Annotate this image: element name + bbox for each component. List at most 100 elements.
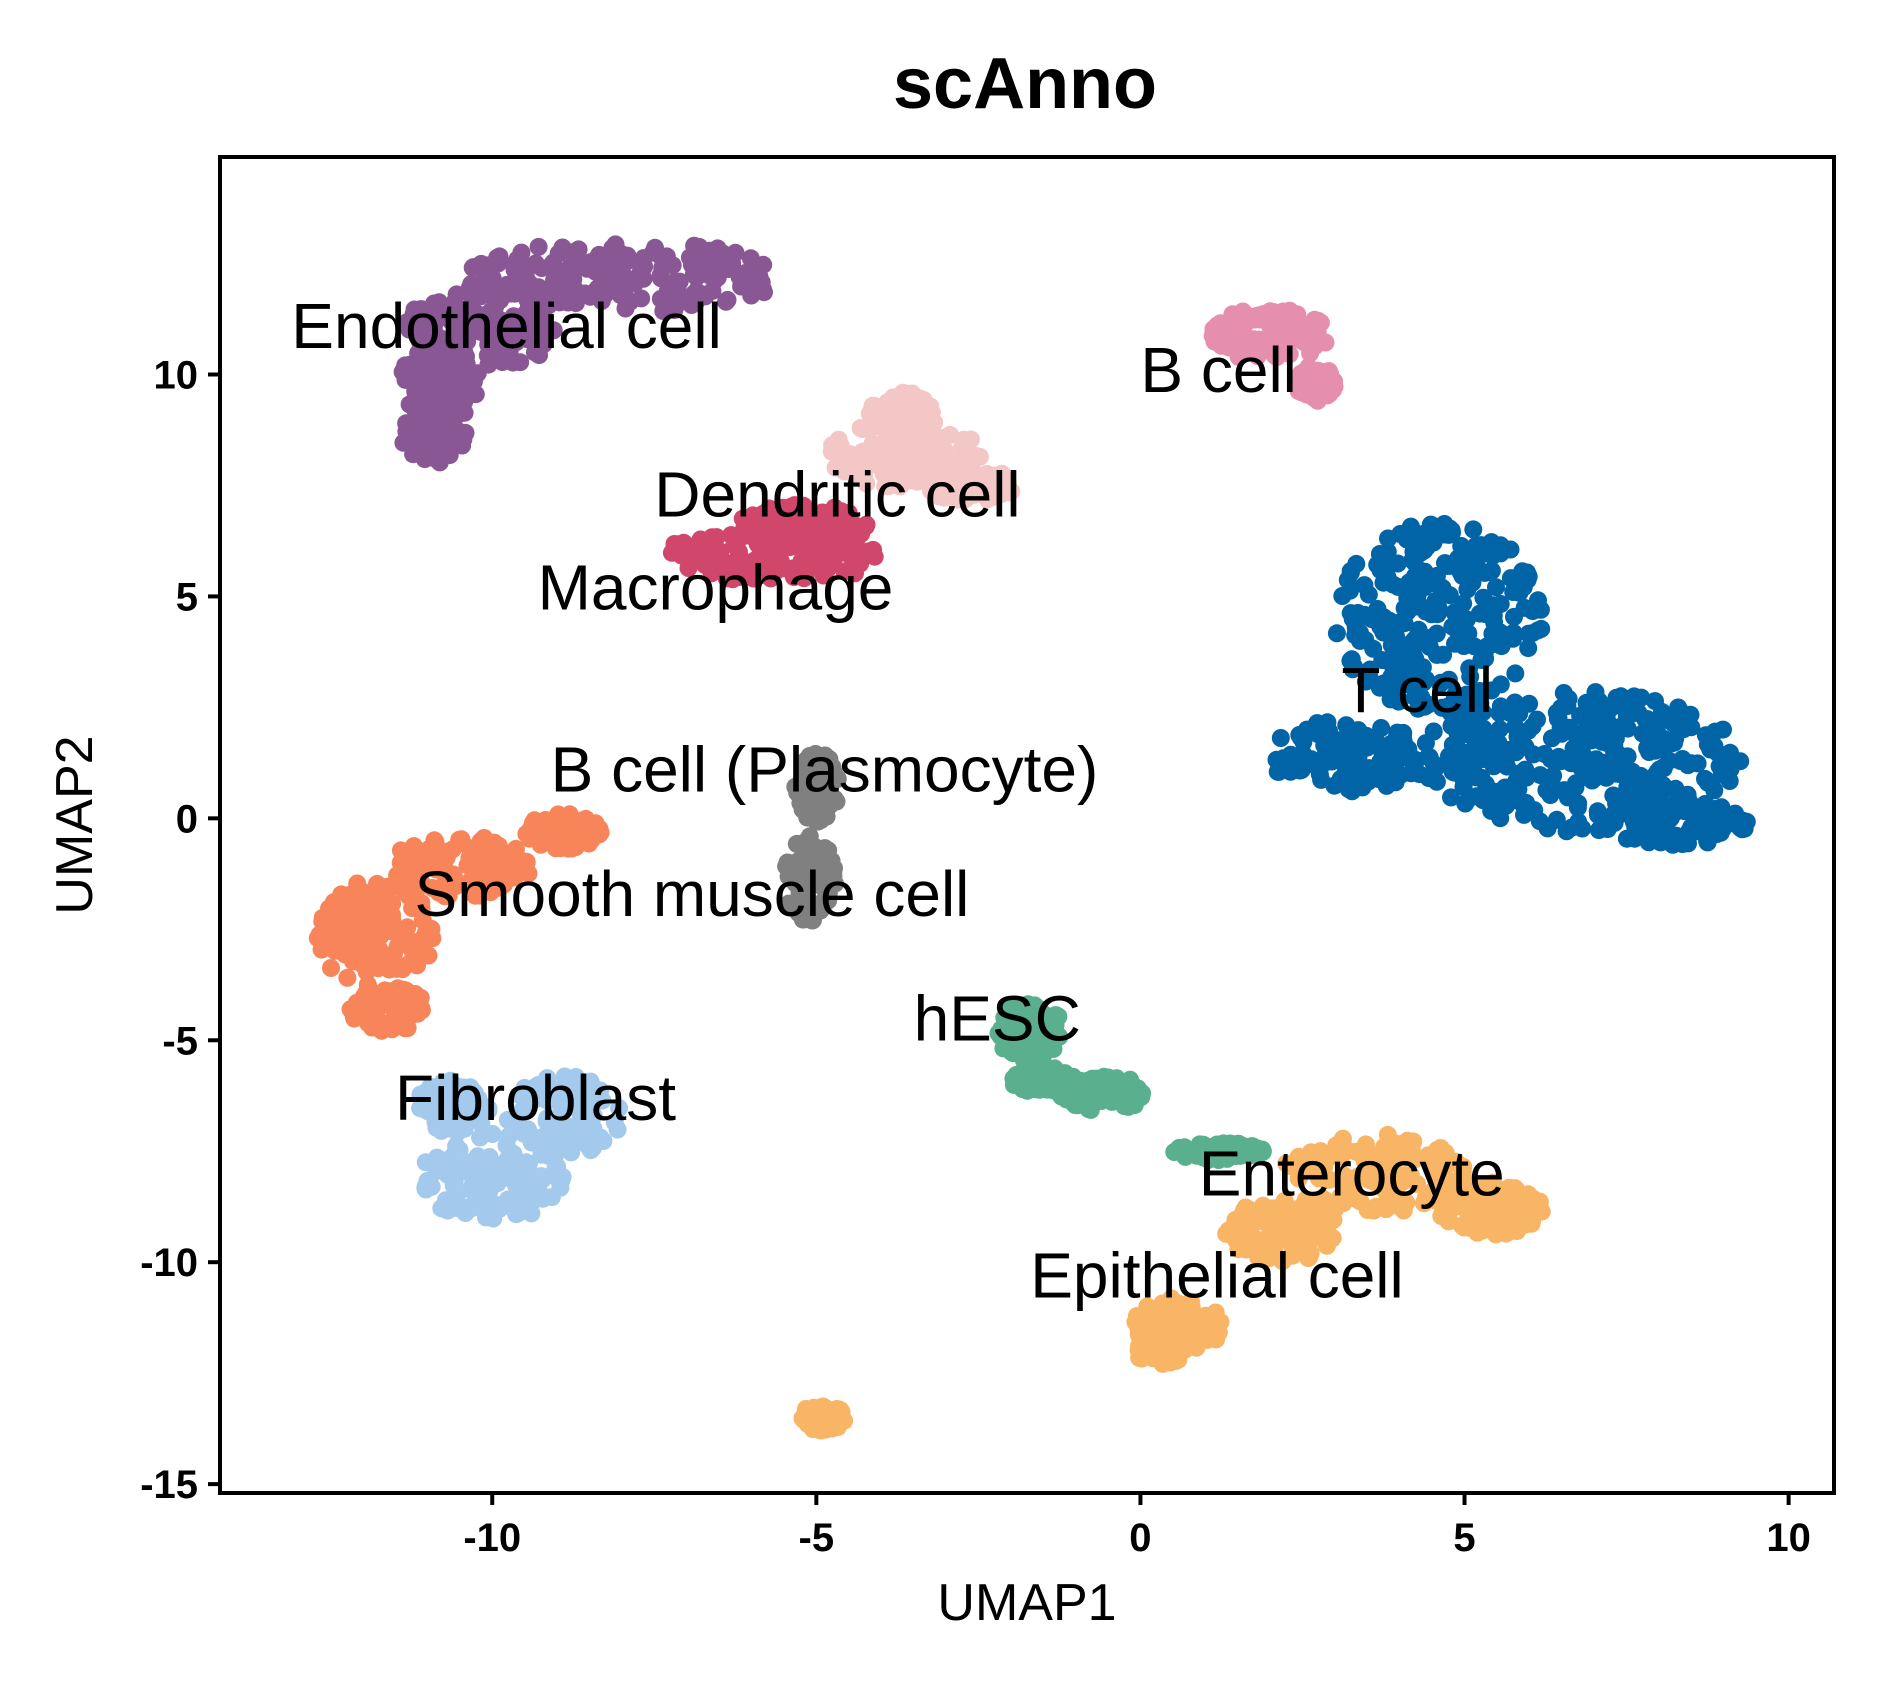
- cluster-label: Fibroblast: [395, 1062, 676, 1134]
- data-point: [1370, 678, 1389, 697]
- data-point: [1479, 636, 1498, 655]
- data-point: [1286, 307, 1305, 326]
- data-point: [1203, 326, 1222, 345]
- data-point: [771, 534, 790, 553]
- data-point: [1445, 603, 1464, 622]
- data-point: [787, 834, 806, 853]
- cluster-label: Enterocyte: [1199, 1138, 1505, 1210]
- data-point: [1273, 1252, 1292, 1271]
- data-point: [931, 484, 950, 503]
- data-point: [362, 982, 381, 1001]
- data-point: [391, 853, 410, 872]
- data-point: [1549, 747, 1568, 766]
- data-point: [552, 1090, 570, 1109]
- data-point: [1389, 692, 1408, 711]
- data-point: [1451, 763, 1470, 782]
- data-point: [816, 891, 834, 909]
- data-point: [1319, 1215, 1338, 1233]
- data-point: [610, 1099, 629, 1118]
- data-point: [505, 255, 524, 274]
- data-point: [1440, 519, 1459, 538]
- data-point: [597, 257, 616, 276]
- data-point: [1329, 731, 1348, 750]
- data-point: [463, 258, 482, 277]
- data-point: [1587, 750, 1606, 769]
- data-point: [1437, 557, 1456, 575]
- data-point: [1289, 1147, 1308, 1166]
- data-point: [876, 477, 895, 496]
- data-point: [827, 792, 845, 810]
- data-point: [387, 990, 406, 1009]
- data-point: [580, 1124, 599, 1143]
- data-point: [1219, 331, 1238, 350]
- data-point: [1395, 664, 1414, 683]
- data-point: [1472, 768, 1491, 787]
- data-point: [755, 283, 773, 302]
- data-point: [1582, 731, 1601, 750]
- data-point: [1514, 1194, 1533, 1213]
- data-point: [1025, 996, 1044, 1015]
- data-point: [434, 372, 452, 391]
- data-point: [511, 311, 530, 330]
- data-point: [1401, 1142, 1420, 1160]
- data-point: [1293, 1227, 1311, 1246]
- data-point: [1530, 1192, 1549, 1211]
- data-point: [1442, 700, 1461, 719]
- data-point: [376, 947, 395, 966]
- data-point: [513, 1101, 532, 1120]
- data-point: [1569, 794, 1588, 813]
- data-point: [1491, 675, 1510, 694]
- data-point: [816, 563, 835, 582]
- data-point: [1674, 797, 1693, 816]
- x-axis-ticks: -10 -5 0 5 10: [463, 1493, 1811, 1560]
- data-point: [605, 1113, 624, 1132]
- cluster-hesc: [989, 995, 1272, 1169]
- data-point: [431, 1091, 450, 1110]
- data-point: [1379, 529, 1397, 548]
- data-point: [1254, 1196, 1272, 1215]
- cluster-labels: Endothelial cell B cell Dendritic cell Macr…: [291, 290, 1504, 1312]
- data-point: [1239, 1200, 1258, 1219]
- cluster-label: Macrophage: [538, 552, 894, 624]
- data-point: [1476, 786, 1495, 805]
- y-tick-label: 10: [154, 353, 199, 397]
- data-point: [1566, 778, 1585, 797]
- data-point: [1311, 313, 1330, 332]
- data-point: [942, 463, 961, 481]
- data-point: [420, 332, 439, 351]
- data-point: [1271, 309, 1290, 328]
- data-point: [484, 1209, 503, 1228]
- data-point: [751, 507, 770, 526]
- data-point: [524, 1083, 543, 1102]
- data-point: [634, 249, 653, 268]
- data-point: [1468, 687, 1487, 706]
- data-point: [488, 1174, 507, 1193]
- cluster-label: B cell (Plasmocyte): [551, 734, 1099, 806]
- data-point: [1371, 740, 1390, 758]
- data-point: [1135, 1315, 1154, 1334]
- data-point: [1506, 743, 1525, 762]
- cluster-label: Dendritic cell: [654, 459, 1020, 531]
- data-point: [1413, 658, 1432, 677]
- data-point: [1394, 1166, 1413, 1185]
- y-axis-ticks: -15 -10 -5 0 5 10: [140, 353, 220, 1507]
- data-point: [1295, 753, 1314, 772]
- data-point: [516, 327, 535, 346]
- data-point: [1454, 778, 1473, 797]
- data-point: [958, 479, 977, 498]
- data-point: [1460, 1184, 1479, 1203]
- data-point: [376, 903, 395, 922]
- data-point: [853, 447, 872, 466]
- data-point: [471, 322, 490, 341]
- data-point: [557, 1123, 576, 1142]
- data-point: [1092, 1082, 1111, 1101]
- data-point: [1035, 1062, 1054, 1081]
- data-point: [864, 540, 883, 559]
- y-tick-label: 0: [176, 797, 198, 841]
- data-point: [1506, 664, 1525, 683]
- data-point: [578, 813, 597, 832]
- data-point: [1646, 692, 1664, 711]
- data-point: [410, 375, 429, 394]
- data-point: [507, 269, 526, 287]
- data-point: [882, 397, 901, 416]
